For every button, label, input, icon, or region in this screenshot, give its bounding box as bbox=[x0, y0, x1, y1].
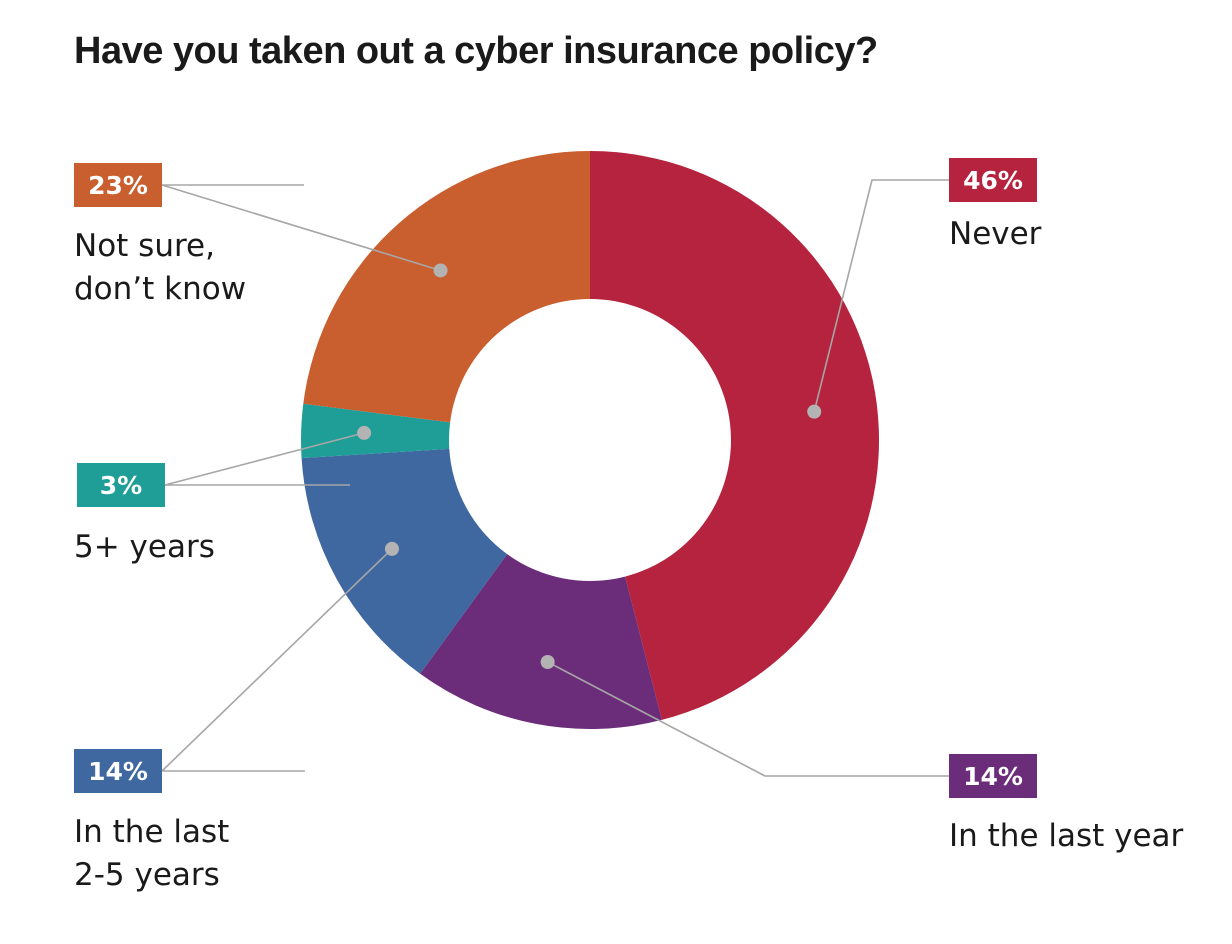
value-badge-5-years bbox=[77, 463, 165, 507]
slice-in-the-last-2-5-years bbox=[301, 448, 508, 674]
value-label-in-the-last-2-5-years: 14% bbox=[88, 757, 148, 786]
leader-dot-5-years bbox=[357, 425, 372, 440]
value-badge-in-the-last-year bbox=[949, 754, 1037, 798]
leader-line-in-the-last-year bbox=[547, 661, 949, 777]
category-label-5-years: 5+ years bbox=[74, 529, 215, 565]
slice-never bbox=[590, 151, 879, 720]
category-label-in-the-last-2-5-years-line-1: In the last bbox=[74, 814, 229, 850]
value-label-in-the-last-year: 14% bbox=[963, 762, 1023, 791]
category-label-in-the-last-year: In the last year bbox=[949, 818, 1184, 854]
category-label-never: Never bbox=[949, 216, 1042, 252]
category-label-not-sure-don-t-know-line-2: don’t know bbox=[74, 271, 246, 307]
value-label-not-sure-don-t-know: 23% bbox=[88, 171, 148, 200]
leader-line-in-the-last-2-5-years bbox=[160, 548, 393, 772]
category-label-not-sure-don-t-know-line-1: Not sure, bbox=[74, 228, 215, 264]
chart-title: Have you taken out a cyber insurance pol… bbox=[74, 30, 878, 72]
slice-not-sure-don-t-know bbox=[303, 151, 590, 423]
slice-in-the-last-year bbox=[420, 554, 662, 729]
value-label-5-years: 3% bbox=[100, 471, 142, 500]
leader-dot-not-sure-don-t-know bbox=[433, 263, 448, 278]
category-label-in-the-last-2-5-years-line-2: 2-5 years bbox=[74, 857, 220, 893]
leader-dot-never bbox=[807, 404, 822, 419]
value-badge-never bbox=[949, 158, 1037, 202]
leader-dot-in-the-last-year bbox=[540, 654, 555, 669]
leader-line-never bbox=[813, 179, 949, 412]
slice-5-years bbox=[301, 403, 451, 459]
leader-dot-in-the-last-2-5-years bbox=[384, 541, 399, 556]
value-badge-in-the-last-2-5-years bbox=[74, 749, 162, 793]
value-badge-not-sure-don-t-know bbox=[74, 163, 162, 207]
value-label-never: 46% bbox=[963, 166, 1023, 195]
